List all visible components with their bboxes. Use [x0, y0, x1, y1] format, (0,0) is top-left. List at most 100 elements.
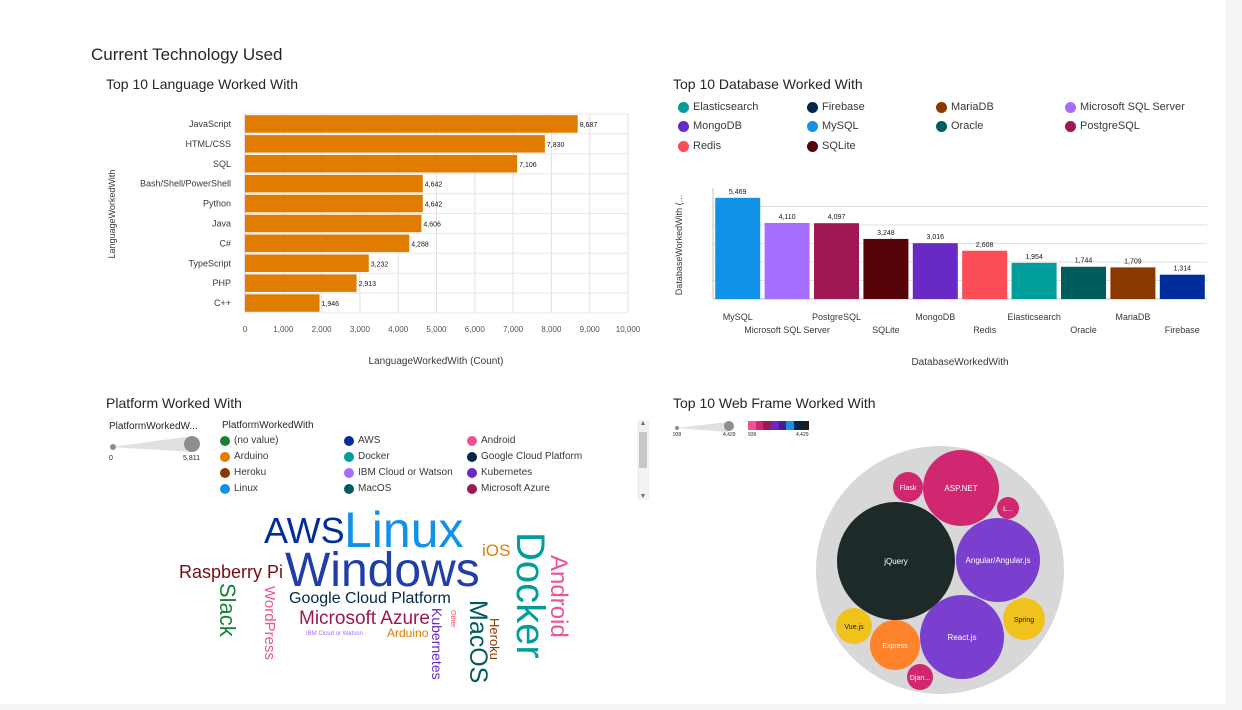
color-scale-swatch — [801, 421, 809, 430]
legend-label: Microsoft Azure — [481, 483, 550, 494]
webframe-size-min-handle[interactable] — [675, 426, 679, 430]
bubble-label: Vue.js — [844, 624, 864, 631]
platform-legend-item[interactable]: MacOS — [344, 483, 391, 494]
legend-swatch — [344, 435, 354, 446]
bubble-label: Flask — [900, 485, 917, 492]
bar-firebase — [1159, 274, 1205, 299]
page-scrollbar[interactable] — [1226, 44, 1242, 710]
bar-mysql — [715, 197, 761, 299]
scroll-down-icon[interactable]: ▼ — [639, 493, 647, 500]
bar-c- — [245, 294, 320, 312]
y-tick-label: Python — [203, 199, 231, 209]
scroll-up-icon[interactable]: ▲ — [639, 420, 647, 427]
word-other[interactable]: Other — [449, 610, 456, 628]
database-legend-item[interactable]: Elasticsearch — [678, 101, 758, 113]
platform-chart-title: Platform Worked With — [106, 395, 242, 411]
color-scale-swatch — [748, 421, 756, 430]
database-legend-item[interactable]: SQLite — [807, 140, 856, 152]
x-tick-label: 4,000 — [388, 325, 409, 334]
database-legend-item[interactable]: PostgreSQL — [1065, 120, 1140, 132]
legend-swatch — [467, 435, 477, 446]
platform-size-max: 5,811 — [183, 455, 200, 462]
scroll-thumb[interactable] — [639, 432, 647, 468]
legend-label: PostgreSQL — [1080, 120, 1140, 132]
bar-postgresql — [814, 223, 859, 299]
platform-legend-item[interactable]: Arduino — [220, 451, 268, 462]
bar-mongodb — [912, 243, 958, 299]
word-linux[interactable]: Linux — [344, 502, 464, 558]
platform-legend-item[interactable]: Microsoft Azure — [467, 483, 550, 494]
bar-php — [245, 274, 357, 292]
y-tick-label: PHP — [212, 278, 231, 288]
word-docker[interactable]: Docker — [508, 532, 552, 659]
word-google-cloud-platform[interactable]: Google Cloud Platform — [289, 590, 451, 607]
legend-label: Redis — [693, 140, 722, 152]
bar-microsoft-sql-server — [764, 222, 810, 299]
database-legend-item[interactable]: MySQL — [807, 120, 859, 132]
x-axis-title: LanguageWorkedWith (Count) — [369, 356, 504, 367]
platform-legend-item[interactable]: Google Cloud Platform — [467, 451, 582, 462]
size-legend-max-handle[interactable] — [184, 436, 200, 452]
bubble-label: L... — [1003, 506, 1013, 513]
size-legend-min-handle[interactable] — [110, 444, 116, 450]
platform-size-legend[interactable] — [0, 0, 220, 470]
word-raspberry-pi[interactable]: Raspberry Pi — [179, 562, 284, 582]
bar-oracle — [1061, 266, 1106, 299]
x-tick-label: 2,000 — [312, 325, 333, 334]
platform-legend-item[interactable]: Kubernetes — [467, 467, 532, 478]
legend-swatch — [807, 120, 818, 132]
database-legend-item[interactable]: Oracle — [936, 120, 983, 132]
word-macos[interactable]: MacOS — [464, 600, 492, 684]
platform-legend-item[interactable]: AWS — [344, 435, 380, 446]
legend-swatch — [467, 451, 477, 462]
database-legend-item[interactable]: MariaDB — [936, 101, 994, 113]
webframe-color-min: 939 — [748, 432, 757, 438]
platform-legend-item[interactable]: Docker — [344, 451, 390, 462]
platform-legend-scrollbar[interactable]: ▲ ▼ — [637, 420, 649, 500]
platform-legend-item[interactable]: IBM Cloud or Watson — [344, 467, 453, 478]
webframe-size-min: 939 — [673, 432, 682, 438]
platform-legend-item[interactable]: Android — [467, 435, 515, 446]
word-arduino[interactable]: Arduino — [387, 626, 429, 640]
y-tick-label: Bash/Shell/PowerShell — [140, 179, 231, 189]
platform-legend-item[interactable]: Linux — [220, 483, 258, 494]
bar-sql — [245, 155, 518, 173]
legend-swatch — [220, 451, 230, 462]
webframe-size-legend[interactable] — [0, 0, 820, 470]
legend-label: Android — [481, 435, 516, 446]
color-scale-swatch — [786, 421, 794, 430]
webframe-color-scale[interactable] — [748, 421, 809, 430]
color-scale-swatch — [793, 421, 802, 430]
database-legend-item[interactable]: Firebase — [807, 101, 865, 113]
legend-swatch — [467, 483, 477, 494]
x-tick-label: PostgreSQL — [812, 312, 861, 322]
webframe-size-max-handle[interactable] — [724, 421, 734, 431]
word-heroku[interactable]: Heroku — [487, 618, 502, 660]
database-legend-item[interactable]: MongoDB — [678, 120, 742, 132]
word-microsoft-azure[interactable]: Microsoft Azure — [299, 608, 430, 629]
y-axis-title: DatabaseWorkedWith (... — [674, 195, 684, 295]
word-ios[interactable]: iOS — [482, 541, 511, 560]
legend-swatch — [807, 140, 818, 152]
x-tick-label: 0 — [243, 325, 248, 334]
word-windows[interactable]: Windows — [285, 544, 480, 597]
word-slack[interactable]: Slack — [215, 583, 240, 637]
bar-value-label: 8,687 — [580, 122, 598, 129]
x-tick-label: 9,000 — [580, 325, 601, 334]
bubble-angular-angular-js — [956, 518, 1040, 602]
word-android[interactable]: Android — [545, 555, 572, 638]
platform-legend-item[interactable]: (no value) — [220, 435, 278, 446]
bar-redis — [962, 250, 1008, 299]
legend-label: Oracle — [951, 120, 984, 132]
database-legend-item[interactable]: Microsoft SQL Server — [1065, 101, 1185, 113]
bar-mariadb — [1110, 267, 1156, 299]
platform-legend-item[interactable]: Heroku — [220, 467, 266, 478]
word-kubernetes[interactable]: Kubernetes — [429, 608, 445, 680]
database-legend-item[interactable]: Redis — [678, 140, 721, 152]
word-aws[interactable]: AWS — [264, 510, 345, 551]
bar-value-label: 2,913 — [359, 281, 377, 288]
x-tick-label: Redis — [973, 325, 997, 335]
word-wordpress[interactable]: WordPress — [261, 586, 278, 660]
bubble-label: Express — [882, 643, 908, 650]
word-ibm-cloud-or-watson[interactable]: IBM Cloud or Watson — [306, 631, 363, 637]
